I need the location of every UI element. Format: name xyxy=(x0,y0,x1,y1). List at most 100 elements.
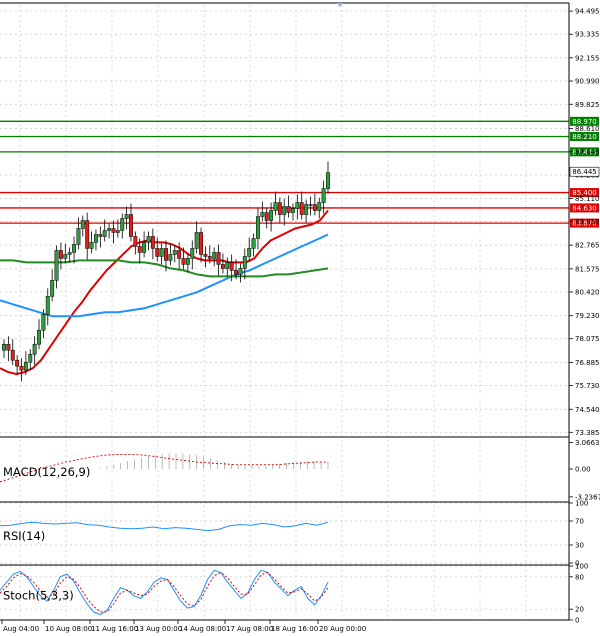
candle-body xyxy=(247,248,252,257)
candle-body xyxy=(181,258,186,265)
scroll-marker-icon xyxy=(337,3,343,7)
candle-body xyxy=(155,248,160,257)
level-tag-label: 88.970 xyxy=(572,118,597,126)
level-tag-label: 88.210 xyxy=(572,133,597,141)
price-tick-label: 76.885 xyxy=(575,359,600,367)
price-tick-label: 83.950 xyxy=(575,218,600,226)
candle-body xyxy=(277,202,282,215)
price-tick-label: 78.075 xyxy=(575,335,600,343)
candle-body xyxy=(177,250,182,259)
candle-body xyxy=(129,214,133,237)
indicator-panels xyxy=(0,453,329,616)
candle-body xyxy=(317,202,322,211)
price-tick-label: 80.420 xyxy=(575,288,600,296)
candle-body xyxy=(203,254,208,257)
time-tick-label: 20 Aug 00:00 xyxy=(319,625,366,633)
ind-tick-label: 3.0663 xyxy=(575,439,600,447)
price-tick-label: 79.230 xyxy=(575,312,600,320)
candle-body xyxy=(19,365,24,371)
price-tick-label: 74.540 xyxy=(575,406,600,414)
price-tick-label: 81.575 xyxy=(575,265,600,273)
candle-body xyxy=(89,242,94,249)
level-tag xyxy=(570,147,599,157)
candle-body xyxy=(264,212,269,221)
ind-tick-label: 100 xyxy=(575,563,588,571)
time-tick-label: 18 Aug 16:00 xyxy=(271,625,318,633)
candle-body xyxy=(212,252,217,259)
candle-body xyxy=(185,258,190,265)
candle-body xyxy=(229,262,234,271)
indicator-label: Stoch(5,3,3) xyxy=(3,589,74,603)
candle-body xyxy=(98,234,103,237)
ind-tick-label: 80 xyxy=(575,573,584,581)
indicator-label: RSI(14) xyxy=(3,529,45,543)
price-tick-label: 87.445 xyxy=(575,148,600,156)
ind-tick-label: 0.00 xyxy=(575,466,591,474)
level-tag xyxy=(570,116,599,126)
level-tag-label: 87.440 xyxy=(572,148,597,156)
candle-body xyxy=(2,343,6,351)
level-tag xyxy=(570,218,599,228)
candle-body xyxy=(15,359,20,367)
time-tick-label: 11 Aug 16:00 xyxy=(91,625,138,633)
price-tick-label: 93.335 xyxy=(575,31,600,39)
candle-body xyxy=(146,236,151,243)
candle-body xyxy=(137,246,142,253)
ma-line xyxy=(0,233,329,318)
candle-body xyxy=(199,232,203,255)
candle-body xyxy=(72,244,77,253)
price-tick-label: 92.155 xyxy=(575,54,600,62)
moving-averages xyxy=(0,209,329,376)
price-tick-label: 90.990 xyxy=(575,78,600,86)
candle-body xyxy=(32,343,37,355)
candle-body xyxy=(10,349,15,361)
candle-body xyxy=(291,208,295,213)
axis-labels: 94.495 93.335 92.155 90.990 89.825 88.610 87.4… xyxy=(3,8,600,633)
macd-signal-line xyxy=(0,453,328,483)
candle-body xyxy=(159,248,164,257)
candle-body xyxy=(63,254,68,259)
time-tick-label: 10 Aug 08:00 xyxy=(45,625,92,633)
stoch-k-line xyxy=(0,569,329,616)
price-tick-label: 89.825 xyxy=(575,101,600,109)
price-tick-label: 73.385 xyxy=(575,429,600,437)
candle-body xyxy=(234,270,239,275)
ma-line xyxy=(0,259,329,278)
price-tick-label: 85.110 xyxy=(575,195,600,203)
chart-grid xyxy=(0,5,569,621)
candle-body xyxy=(190,248,195,259)
candle-body xyxy=(6,343,11,351)
level-tag xyxy=(570,131,599,141)
candle-body xyxy=(269,210,274,221)
candle-body xyxy=(150,236,155,249)
candle-body xyxy=(321,188,326,203)
candle-body xyxy=(286,206,291,213)
candle-body xyxy=(216,252,221,265)
rsi-line xyxy=(0,521,329,532)
time-tick-label: 17 Aug 08:00 xyxy=(226,625,273,633)
candle-body xyxy=(41,314,46,331)
level-tag-label: 83.870 xyxy=(572,220,597,228)
level-tag-label: 85.400 xyxy=(572,189,597,197)
candle-body xyxy=(50,280,55,297)
candle-body xyxy=(312,204,317,211)
time-tick-label: 13 Aug 00:00 xyxy=(135,625,182,633)
indicator-label: MACD(12,26,9) xyxy=(3,465,90,479)
ind-tick-label: 70 xyxy=(575,518,584,526)
candle-body xyxy=(115,230,120,233)
candle-body xyxy=(172,250,177,255)
candle-body xyxy=(67,252,72,255)
candle-body xyxy=(242,256,247,269)
candle-body xyxy=(37,329,41,345)
time-tick-label: Aug 04:00 xyxy=(3,625,39,633)
candle-body xyxy=(102,230,107,237)
level-tag xyxy=(570,203,599,213)
level-tag-label: 84.630 xyxy=(572,204,597,212)
candle-body xyxy=(168,254,173,261)
candle-body xyxy=(251,238,256,249)
price-tick-label: 88.610 xyxy=(575,125,600,133)
candle-body xyxy=(28,353,33,363)
candle-body xyxy=(273,202,278,211)
ind-tick-label: 20 xyxy=(575,606,584,614)
